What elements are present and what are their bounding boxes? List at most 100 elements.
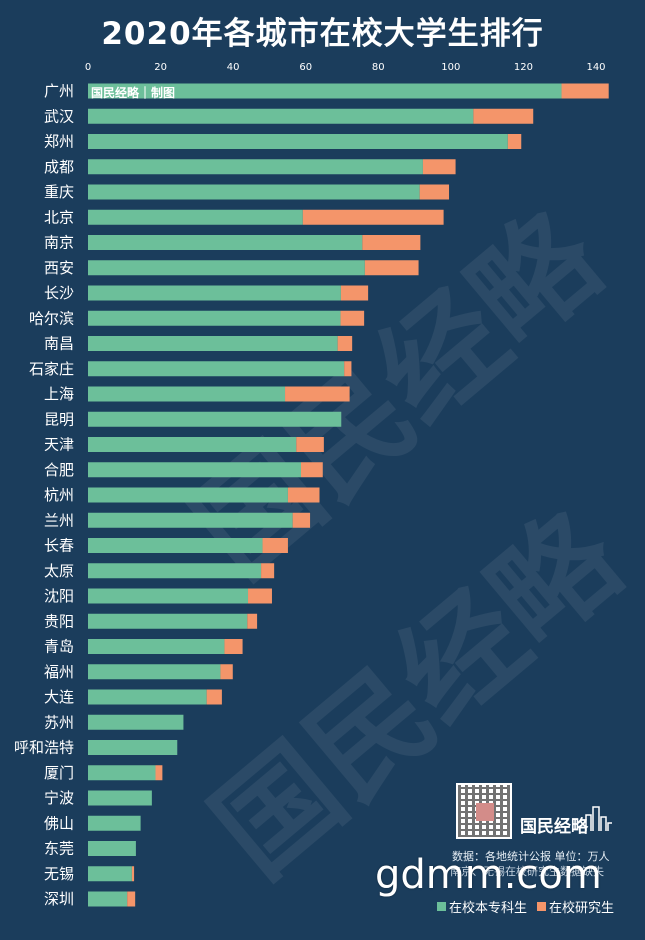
bar-postgrad	[302, 209, 444, 225]
category-label: 无锡	[44, 865, 74, 883]
bar-undergrad	[88, 790, 152, 806]
bar-undergrad	[88, 209, 303, 225]
x-tick-label: 60	[299, 62, 312, 73]
bar-undergrad	[88, 134, 508, 149]
category-label: 天津	[44, 436, 74, 454]
bar-postgrad	[422, 159, 456, 175]
bar-undergrad	[88, 361, 345, 377]
legend-item-undergrad: 在校本专科生	[437, 897, 527, 916]
category-label: 兰州	[44, 511, 74, 529]
bar-undergrad	[88, 310, 341, 326]
category-label: 上海	[44, 385, 74, 403]
category-label: 佛山	[44, 814, 74, 832]
bar-postgrad	[419, 184, 450, 200]
brand-logo: 国民经略	[520, 817, 588, 837]
bar-undergrad	[88, 563, 262, 579]
bar-postgrad	[296, 437, 324, 452]
category-label: 苏州	[44, 713, 74, 731]
legend-item-postgrad: 在校研究生	[537, 897, 614, 916]
category-label: 杭州	[44, 486, 74, 504]
bar-postgrad	[224, 639, 243, 654]
bar-postgrad	[131, 866, 135, 882]
bar-postgrad	[340, 310, 365, 326]
bar-undergrad	[88, 411, 342, 427]
bar-undergrad	[88, 841, 136, 856]
bar-postgrad	[337, 336, 353, 351]
bar-undergrad	[88, 159, 423, 175]
category-label: 广州	[44, 82, 74, 100]
bar-undergrad	[88, 714, 184, 730]
legend-label-undergrad: 在校本专科生	[449, 901, 528, 916]
category-label: 南昌	[44, 335, 74, 353]
bar-postgrad	[262, 538, 288, 553]
bar-postgrad	[248, 588, 272, 604]
legend-label-postgrad: 在校研究生	[549, 901, 615, 916]
bar-postgrad	[300, 462, 323, 478]
bar-undergrad	[88, 512, 293, 528]
brand-tag: 国民经略｜制图	[91, 86, 176, 100]
bar-undergrad	[88, 108, 474, 124]
x-tick-label: 80	[372, 62, 385, 73]
bar-undergrad	[88, 866, 132, 882]
bar-undergrad	[88, 260, 365, 276]
bar-undergrad	[88, 689, 207, 705]
category-label: 青岛	[44, 638, 74, 656]
category-label: 南京	[44, 234, 74, 252]
category-label: 重庆	[44, 183, 74, 201]
category-label: 长春	[44, 537, 74, 555]
category-label: 武汉	[44, 107, 74, 125]
category-label: 西安	[44, 259, 74, 277]
bar-undergrad	[88, 639, 225, 654]
category-label: 呼和浩特	[14, 739, 74, 757]
category-label: 沈阳	[44, 587, 74, 605]
bar-undergrad	[88, 235, 363, 250]
bar-postgrad	[344, 361, 352, 377]
bar-postgrad	[220, 664, 233, 680]
site-watermark: gdmm.com	[375, 852, 602, 898]
category-label: 东莞	[44, 840, 74, 858]
category-label: 郑州	[44, 133, 74, 151]
bar-undergrad	[88, 815, 141, 831]
bar-undergrad	[88, 538, 263, 553]
bar-undergrad	[88, 437, 297, 452]
bar-undergrad	[88, 765, 156, 781]
bar-postgrad	[285, 386, 350, 402]
qr-code-icon	[456, 783, 512, 839]
bar-undergrad	[88, 184, 420, 200]
category-label: 合肥	[44, 461, 74, 479]
bar-postgrad	[127, 891, 136, 907]
bar-undergrad	[88, 740, 178, 755]
bar-undergrad	[88, 588, 249, 604]
x-tick-label: 120	[514, 62, 533, 73]
bar-undergrad	[88, 891, 128, 907]
missing-data-note: 南京、无锡在校研究生数据缺失	[450, 865, 604, 878]
category-label: 厦门	[44, 764, 74, 782]
category-label: 福州	[44, 663, 74, 681]
x-tick-label: 0	[85, 62, 91, 73]
building-icon	[585, 806, 612, 831]
bar-undergrad	[88, 386, 286, 402]
bar-postgrad	[340, 285, 369, 301]
bar-postgrad	[292, 512, 311, 528]
bar-postgrad	[507, 134, 522, 149]
bar-postgrad	[473, 108, 534, 124]
category-label: 成都	[44, 158, 74, 176]
bar-undergrad	[88, 83, 562, 99]
bar-undergrad	[88, 613, 248, 629]
x-tick-label: 40	[227, 62, 240, 73]
bar-postgrad	[247, 613, 258, 629]
legend: 在校本专科生 在校研究生	[437, 897, 624, 916]
category-label: 石家庄	[29, 360, 74, 378]
bar-postgrad	[287, 487, 320, 503]
category-label: 昆明	[44, 410, 74, 428]
bar-postgrad	[261, 563, 275, 579]
bar-postgrad	[364, 260, 419, 276]
bar-postgrad	[155, 765, 163, 781]
bar-undergrad	[88, 487, 288, 503]
chart-title: 2020年各城市在校大学生排行	[101, 16, 544, 52]
bar-undergrad	[88, 462, 301, 478]
bar-undergrad	[88, 336, 338, 351]
bar-postgrad	[362, 235, 421, 250]
category-label: 大连	[44, 688, 74, 706]
